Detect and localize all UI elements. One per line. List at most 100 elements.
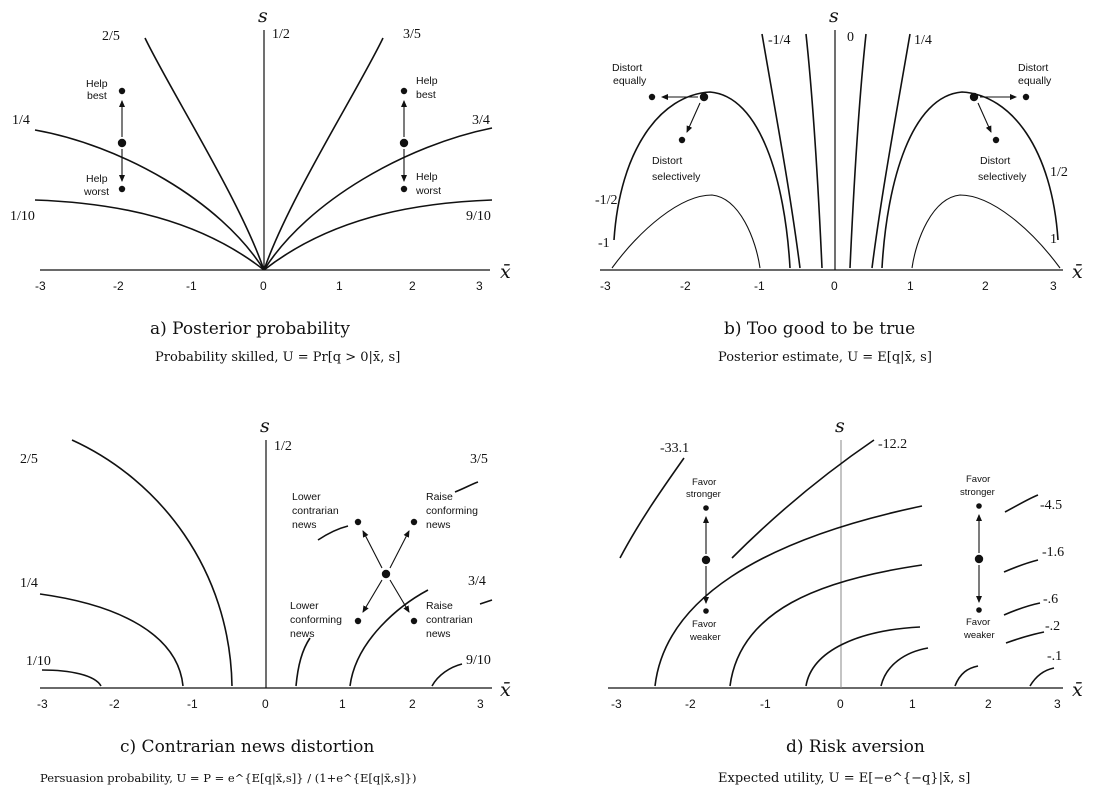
- marker-dot: [118, 87, 126, 95]
- panel-b-x-axis-name: x̄: [1072, 261, 1083, 283]
- contour-label: -.6: [1043, 592, 1058, 607]
- marker-dot: [117, 138, 127, 148]
- contour-line: [1005, 631, 1045, 644]
- annotation-text: Distort: [980, 155, 1010, 167]
- panel-b-title: b) Too good to be true: [724, 319, 915, 339]
- contour-label: -1: [598, 236, 610, 251]
- annotation-text: worst: [83, 186, 109, 198]
- contour-line: [611, 194, 761, 269]
- marker-dot: [381, 569, 391, 579]
- marker-dot: [992, 136, 1000, 144]
- panel-a-xtick: -3: [35, 279, 46, 293]
- panel-c-xtick: 0: [262, 697, 269, 711]
- contour-line: [911, 194, 1061, 269]
- annotation-text: weaker: [689, 632, 721, 643]
- panel-b-xtick: 0: [831, 279, 838, 293]
- panel-c-xtick: 2: [409, 697, 416, 711]
- panel-d-xtick: -2: [685, 697, 696, 711]
- contour-label: 3/5: [470, 452, 488, 467]
- panel-a-xtick: 1: [336, 279, 343, 293]
- contour-line: [39, 593, 184, 687]
- contour-label: 2/5: [20, 452, 38, 467]
- annotation-text: Help: [416, 171, 438, 183]
- marker-dot: [974, 554, 984, 564]
- panel-a-subtitle: Probability skilled, U = Pr[q > 0|x̄, s]: [155, 350, 400, 365]
- contour-line: [761, 33, 801, 269]
- contour-label: -33.1: [660, 441, 689, 456]
- panel-a-title: a) Posterior probability: [150, 319, 350, 339]
- contour-label: 1: [1050, 232, 1057, 247]
- contour-line: [849, 33, 867, 269]
- contour-line: [71, 439, 233, 687]
- contour-line: [881, 91, 1059, 269]
- annotation-text: news: [290, 628, 315, 640]
- contour-label: -.1: [1047, 649, 1062, 664]
- contour-label: -12.2: [878, 437, 907, 452]
- panel-b-x-ticks: -3 -2 -1 0 1 2 3: [600, 279, 1057, 293]
- contour-label: -1/2: [595, 193, 618, 208]
- panel-d-xtick: 1: [909, 697, 916, 711]
- contour-label: 1/10: [10, 209, 35, 224]
- annotation-text: Favor: [966, 617, 990, 628]
- marker-dot: [400, 185, 408, 193]
- arrow-diagonal: [686, 102, 701, 133]
- annotation-text: Help: [86, 78, 108, 90]
- panel-c-title: c) Contrarian news distortion: [120, 737, 374, 757]
- annotation-text: selectively: [652, 171, 701, 183]
- marker-dot: [399, 138, 409, 148]
- contour-line: [729, 564, 923, 687]
- panel-b-xtick: 2: [982, 279, 989, 293]
- marker-dot: [354, 617, 362, 625]
- annotation-text: Distort: [652, 155, 682, 167]
- annotation-text: conforming: [290, 614, 342, 626]
- panel-c-xtick: 1: [339, 697, 346, 711]
- panel-a-xtick: -2: [113, 279, 124, 293]
- panel-b-xtick: -2: [680, 279, 691, 293]
- contour-line: [954, 665, 979, 687]
- arrow-diagonal: [389, 579, 410, 613]
- marker-dot: [354, 518, 362, 526]
- contour-label: 3/4: [468, 574, 486, 589]
- panel-a-x-ticks: -3 -2 -1 0 1 2 3: [35, 279, 483, 293]
- contour-line: [263, 199, 493, 271]
- annotation-text: Lower: [292, 491, 321, 503]
- annotation-text: equally: [1018, 75, 1052, 87]
- panel-a-xtick: -1: [186, 279, 197, 293]
- annotation-text: best: [416, 89, 436, 101]
- contour-label: 1/2: [274, 439, 292, 454]
- contour-label: 1/4: [20, 576, 38, 591]
- panel-d-xtick: -1: [760, 697, 771, 711]
- panel-d-title: d) Risk aversion: [786, 737, 925, 757]
- panel-a-xtick: 3: [476, 279, 483, 293]
- panel-b-contours: [611, 33, 1061, 269]
- annotation-text: Favor: [966, 474, 990, 485]
- contour-label: 2/5: [102, 29, 120, 44]
- contour-line: [263, 37, 384, 271]
- contour-line: [317, 525, 349, 541]
- panel-b-xtick: 3: [1050, 279, 1057, 293]
- panel-d-y-axis-name: s: [835, 415, 845, 437]
- marker-dot: [400, 87, 408, 95]
- panel-d-xtick: 0: [837, 697, 844, 711]
- marker-dot: [703, 608, 709, 614]
- panel-c-subtitle: Persuasion probability, U = P = e^{E[q|x…: [40, 771, 416, 786]
- panel-d-xtick: 2: [985, 697, 992, 711]
- panel-c-x-ticks: -3 -2 -1 0 1 2 3: [37, 697, 484, 711]
- contour-line: [454, 481, 479, 493]
- marker-dot: [701, 555, 711, 565]
- panel-d-subtitle: Expected utility, U = E[−e^{−q}|x̄, s]: [718, 771, 970, 786]
- panel-d-contours: [619, 439, 1055, 687]
- panel-a-xtick: 2: [409, 279, 416, 293]
- annotation-text: conforming: [426, 505, 478, 517]
- panel-d-contour-labels: -33.1 -12.2 -4.5 -1.6 -.6 -.2 -.1: [660, 437, 1064, 664]
- annotation-text: Distort: [1018, 62, 1048, 74]
- panel-c-axes: s x̄: [40, 415, 511, 701]
- panel-c-xtick: -3: [37, 697, 48, 711]
- panel-b-xtick: -1: [754, 279, 765, 293]
- marker-dot: [648, 93, 656, 101]
- contour-line: [295, 637, 311, 687]
- panel-d-annotations: Favor stronger Favor weaker Favor strong…: [686, 474, 995, 643]
- annotation-text: stronger: [960, 487, 995, 498]
- marker-dot: [118, 185, 126, 193]
